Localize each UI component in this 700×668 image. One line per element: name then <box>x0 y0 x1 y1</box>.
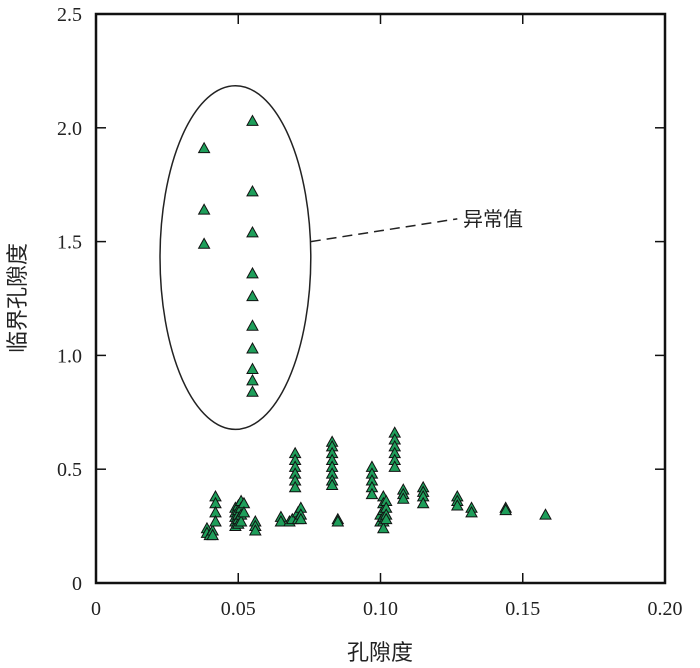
data-point <box>539 508 552 520</box>
outlier-leader-line <box>310 218 458 243</box>
axis-ticks <box>95 13 666 584</box>
outlier-annotation: 异常值 <box>159 84 523 431</box>
data-point <box>246 319 259 331</box>
data-point <box>325 478 339 491</box>
data-point <box>246 373 259 386</box>
data-point <box>237 505 251 518</box>
data-point <box>209 515 222 527</box>
data-point <box>197 141 211 154</box>
x-tick-label: 0.10 <box>363 598 398 620</box>
data-point <box>396 492 410 504</box>
x-axis-title: 孔隙度 <box>347 641 413 666</box>
data-point <box>197 203 211 215</box>
data-points <box>197 114 552 541</box>
data-point <box>288 480 302 493</box>
y-tick-label: 2.5 <box>57 4 82 26</box>
axis-tick-labels: 0 0.05 0.10 0.15 0.20 0 0.5 1.0 1.5 2.0 2.5 <box>57 4 683 620</box>
data-point <box>294 512 308 525</box>
data-point <box>246 225 259 238</box>
data-point <box>206 528 219 541</box>
data-point <box>248 524 262 536</box>
data-point <box>246 114 259 126</box>
data-point <box>499 503 513 516</box>
data-point <box>450 499 464 511</box>
data-point <box>234 515 248 527</box>
data-point <box>246 385 259 397</box>
outlier-ellipse <box>159 84 312 431</box>
y-tick-label: 1.5 <box>57 232 82 254</box>
data-point <box>246 266 259 279</box>
data-point <box>246 289 259 302</box>
data-point <box>376 521 390 534</box>
y-tick-label: 1.0 <box>57 345 82 367</box>
y-axis-title: 临界孔隙度 <box>6 243 31 353</box>
data-point <box>365 487 379 500</box>
x-tick-label: 0.15 <box>505 598 540 620</box>
data-point <box>388 460 402 472</box>
x-tick-label: 0.20 <box>648 598 683 620</box>
x-tick-label: 0.05 <box>221 598 256 620</box>
x-tick-label: 0 <box>91 598 101 620</box>
y-tick-label: 0.5 <box>57 459 82 481</box>
data-point <box>197 237 211 249</box>
outlier-label: 异常值 <box>463 207 523 231</box>
data-point <box>246 362 259 374</box>
y-tick-label: 0 <box>72 573 82 595</box>
data-point <box>331 515 345 527</box>
y-tick-label: 2.0 <box>57 118 82 140</box>
data-point <box>465 505 478 518</box>
data-point <box>416 496 430 509</box>
data-point <box>379 512 393 525</box>
data-point <box>246 342 259 354</box>
data-point <box>246 184 259 197</box>
data-point <box>274 515 288 527</box>
